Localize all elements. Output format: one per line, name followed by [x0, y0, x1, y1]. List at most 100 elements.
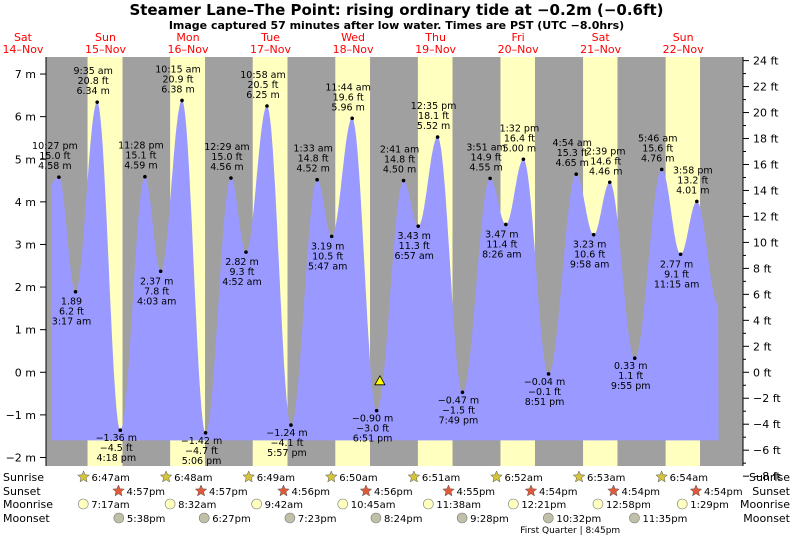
tide-extreme-point [695, 199, 699, 204]
tide-event-time: 8:26 am [482, 249, 521, 260]
tide-event-meters: 6.25 m [246, 90, 279, 101]
tide-event-meters: −1.36 m [96, 433, 137, 444]
y-right-tick-label: 20 ft [753, 107, 779, 120]
moonrise-time: 7:17am [91, 500, 129, 511]
moonset-icon [370, 512, 382, 524]
moonset-time: 9:28pm [470, 514, 509, 525]
sunset-time: 4:56pm [374, 487, 413, 498]
tide-event-meters: 3.47 m [485, 229, 518, 240]
row-label-right: Moonrise [740, 498, 790, 511]
day-date-label: 20–Nov [498, 43, 539, 56]
moonrise-time: 10:45am [351, 500, 396, 511]
tide-event-time: 4:03 am [137, 296, 176, 307]
moonrise-time: 12:58pm [606, 500, 651, 511]
sunrise-time: 6:53am [587, 473, 625, 484]
tide-extreme-point [143, 174, 147, 179]
tide-event-meters: 4.52 m [296, 164, 329, 175]
y-right-tick-label: 2 ft [753, 340, 772, 353]
tide-extreme-point [632, 356, 637, 361]
sunrise-time: 6:49am [257, 473, 295, 484]
row-label-right: Moonset [743, 512, 790, 525]
moonset-icon [456, 512, 468, 524]
y-left-tick-label: 0 m [15, 366, 36, 379]
sunrise-time: 6:50am [339, 473, 377, 484]
tide-event-feet: −4.5 ft [100, 443, 133, 454]
y-right-tick-label: 6 ft [753, 288, 772, 301]
tide-event-time: 4:18 pm [96, 453, 136, 464]
tide-event-time: 5:06 pm [182, 456, 222, 467]
tide-event-time: 8:51 pm [525, 397, 565, 408]
y-right-tick-label: −6 ft [753, 444, 781, 457]
tide-extreme-point [57, 175, 61, 179]
y-right-tick-label: −2 ft [753, 392, 781, 405]
y-left-tick-label: 6 m [15, 111, 36, 124]
tide-event-feet: 14.9 ft [471, 152, 502, 163]
tide-extreme-point [574, 172, 579, 176]
sunset-icon [689, 484, 703, 497]
tide-event-feet: 9.3 ft [229, 267, 254, 278]
tide-event-time: 10:15 am [155, 64, 200, 75]
day-of-week-label: Sat [14, 31, 33, 44]
current-tide-marker [374, 374, 386, 386]
moonset-time: 6:27pm [212, 514, 251, 525]
tide-event-meters: 4.56 m [210, 162, 243, 173]
tide-event-time: 5:57 pm [267, 448, 307, 459]
tide-event-meters: −0.47 m [438, 395, 479, 406]
moonrise-time: 1:29pm [690, 500, 729, 511]
row-label-left: Moonset [3, 512, 50, 525]
day-date-label: 19–Nov [415, 43, 456, 56]
moonrise-icon [337, 498, 349, 510]
tide-extreme-point [546, 372, 551, 376]
tide-event-meters: −0.90 m [352, 414, 393, 425]
tide-event-meters: 5.96 m [331, 102, 364, 113]
y-right-tick-label: 18 ft [753, 133, 779, 146]
tide-event-feet: −3.0 ft [356, 424, 389, 435]
tide-event-time: 2:41 am [380, 145, 419, 156]
sunset-time: 4:54pm [539, 487, 578, 498]
moonrise-icon [508, 498, 519, 510]
sunset-icon [277, 484, 290, 497]
sunset-time: 4:57pm [127, 487, 166, 498]
tide-event-feet: 15.3 ft [557, 148, 588, 159]
tide-event-time: 12:35 pm [411, 101, 457, 112]
sunrise-icon [490, 470, 503, 483]
day-date-label: 22–Nov [663, 43, 704, 56]
sunrise-icon [77, 470, 90, 483]
sunset-icon [359, 484, 373, 497]
tide-extreme-point [180, 98, 184, 103]
day-of-week-label: Mon [176, 31, 199, 44]
tide-event-meters: 2.37 m [140, 276, 173, 287]
moonset-time: 10:32pm [556, 514, 601, 525]
tide-event-meters: −0.04 m [524, 377, 565, 388]
tide-event-feet: 13.2 ft [677, 175, 708, 186]
sunrise-icon [655, 470, 668, 483]
tide-event-time: 7:49 pm [439, 415, 479, 426]
tide-extreme-point [229, 176, 233, 180]
tide-event-feet: 20.5 ft [247, 80, 278, 91]
tide-event-time: 3:58 pm [673, 165, 713, 176]
day-of-week-label: Wed [341, 31, 365, 44]
moon-phase-label: First Quarter | 8:45pm [520, 526, 620, 536]
tide-extreme-point [158, 269, 163, 274]
y-left-tick-label: 5 m [15, 153, 36, 166]
y-right-tick-label: 8 ft [753, 262, 772, 275]
sunrise-time: 6:51am [422, 473, 460, 484]
moonset-time: 8:24pm [384, 514, 423, 525]
tide-event-meters: 4.50 m [383, 165, 416, 176]
tide-event-time: 11:28 pm [118, 141, 164, 152]
tide-event-meters: 2.77 m [660, 259, 693, 270]
tide-event-feet: −0.1 ft [528, 387, 561, 398]
tide-event-meters: −1.42 m [181, 436, 222, 447]
tide-extreme-point [504, 222, 508, 227]
day-date-label: 18–Nov [333, 43, 374, 56]
tide-event-meters: 4.76 m [641, 153, 674, 164]
day-of-week-label: Tue [260, 31, 280, 44]
page-title: Steamer Lane–The Point: rising ordinary … [129, 1, 664, 19]
moonrise-icon [676, 498, 688, 510]
sunset-time: 4:57pm [209, 487, 248, 498]
sunrise-time: 6:48am [174, 473, 212, 484]
y-right-tick-label: 10 ft [753, 236, 779, 249]
tide-event-meters: 5.00 m [503, 143, 536, 154]
tide-extreme-point [203, 430, 208, 435]
y-left-tick-label: 2 m [15, 281, 36, 294]
